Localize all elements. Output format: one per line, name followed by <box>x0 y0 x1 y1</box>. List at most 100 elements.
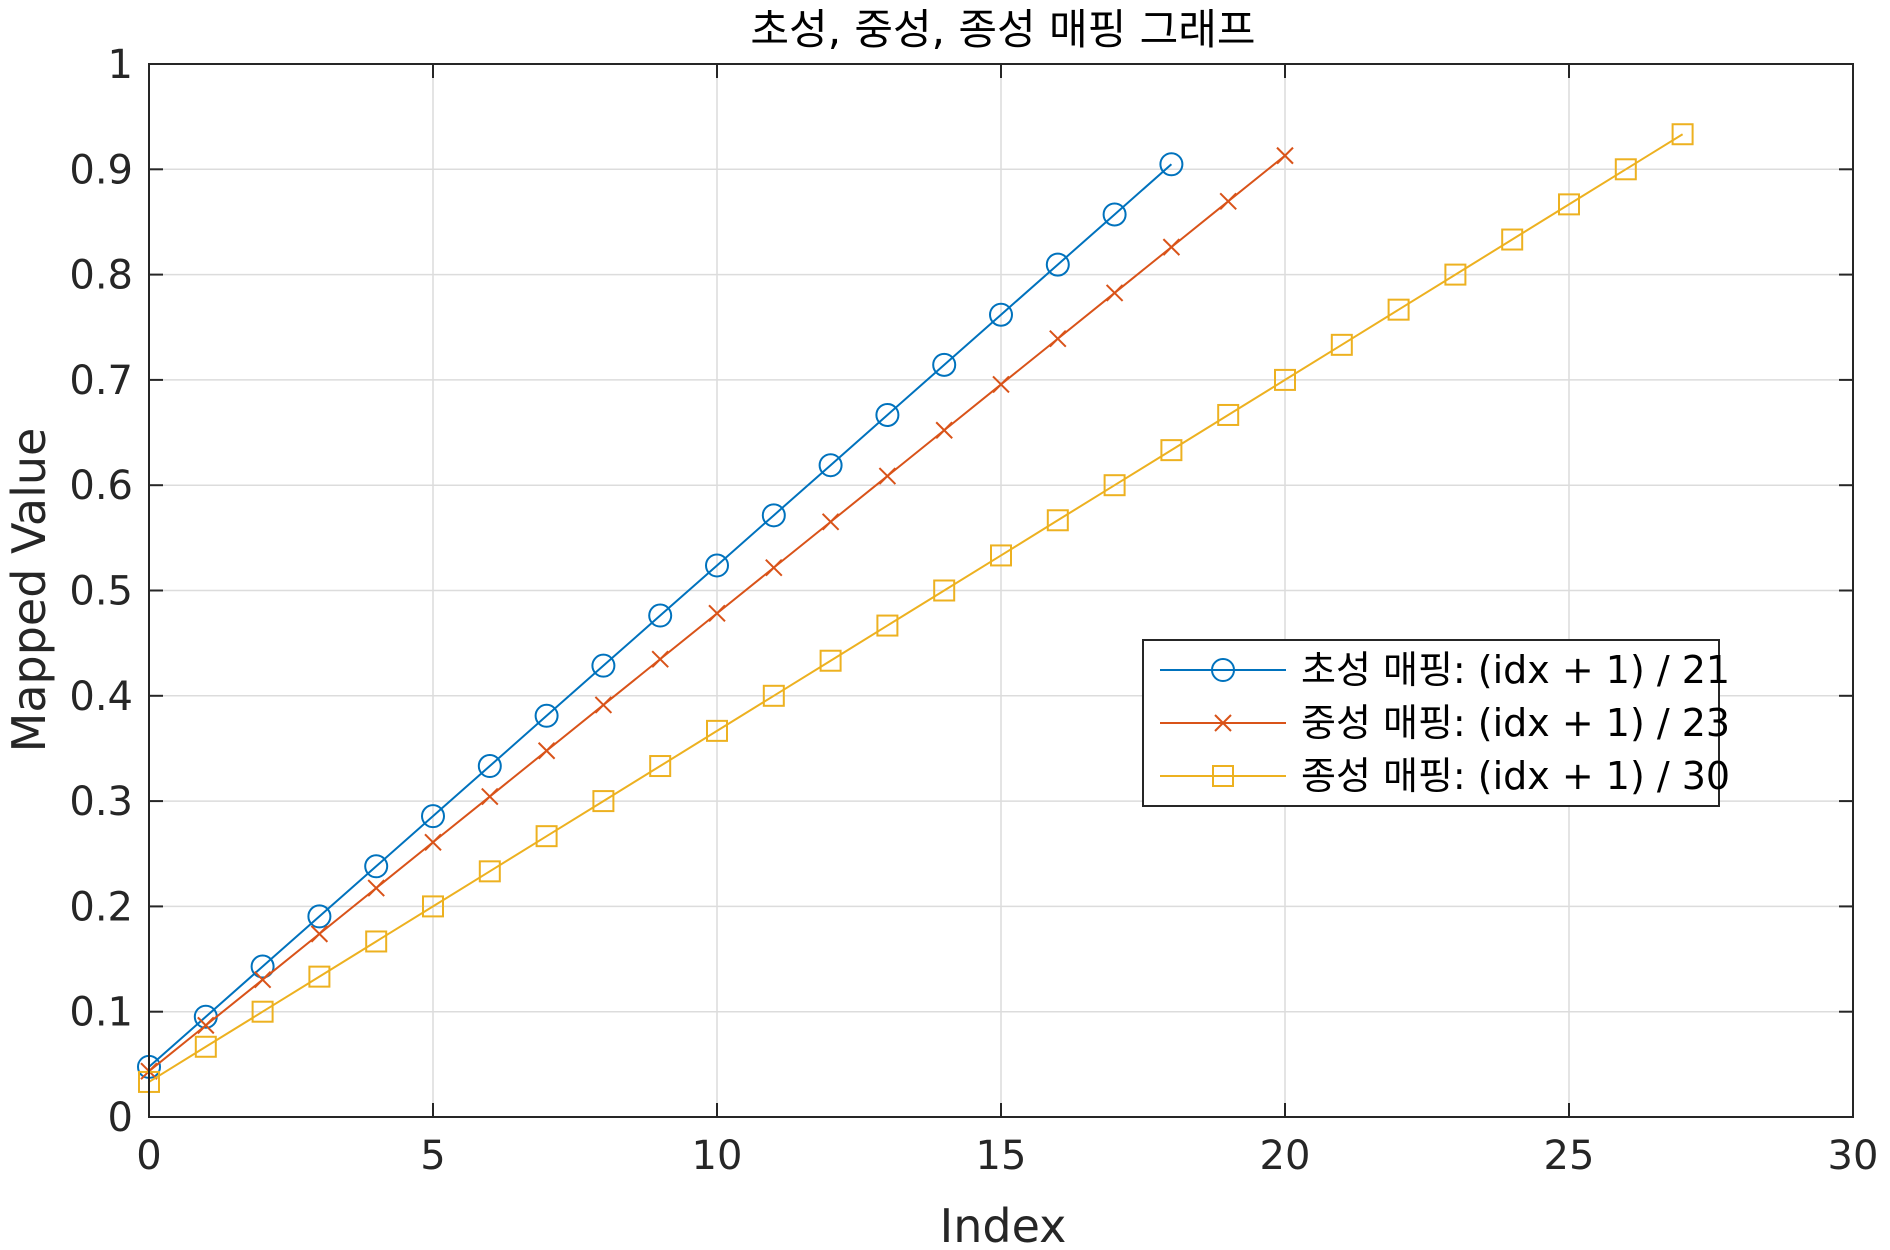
y-tick-label: 0.4 <box>69 674 133 720</box>
series-1-point <box>424 833 442 851</box>
series-0 <box>137 152 1184 1079</box>
series-2-point <box>535 825 558 848</box>
series-0-point <box>477 754 502 779</box>
series-0-point <box>932 352 957 377</box>
series-1-point <box>1105 284 1124 302</box>
x-tick-label: 5 <box>420 1133 445 1179</box>
series-1-point <box>594 696 613 714</box>
series-0-point <box>534 703 559 728</box>
series-1-point <box>481 787 499 806</box>
y-tick-label: 0.8 <box>69 253 133 299</box>
x-tick-label: 0 <box>136 1133 161 1179</box>
series-2-point <box>1501 228 1524 251</box>
y-tick-label: 0.7 <box>69 358 133 404</box>
series-0-point <box>648 603 673 628</box>
series-2-point <box>1160 439 1183 462</box>
series-1-point-stroke-b <box>310 925 329 943</box>
series-2-point <box>762 684 785 707</box>
series-1-point <box>878 467 897 485</box>
y-axis-title: Mapped Value <box>2 428 56 753</box>
series-1-point-stroke-b <box>992 375 1010 394</box>
series-2-point <box>649 755 672 778</box>
series-1-point <box>1049 330 1067 348</box>
series-1-point <box>1162 238 1181 256</box>
series-0-point <box>875 402 900 427</box>
legend-marker-2 <box>1212 765 1234 787</box>
series-layer <box>137 123 1694 1093</box>
series-1-point-stroke-b <box>1049 330 1067 348</box>
legend-entry-2: 종성 매핑: (idx + 1) / 30 <box>1301 754 1730 798</box>
series-2 <box>138 123 1694 1093</box>
series-1-point-stroke-b <box>651 650 669 668</box>
y-tick-label: 1 <box>108 42 133 88</box>
series-2-point <box>592 790 615 813</box>
series-0-point <box>1045 252 1070 277</box>
series-1-point-stroke-b <box>1219 192 1237 211</box>
series-2-point <box>1046 509 1069 532</box>
x-tick-label: 10 <box>692 1133 743 1179</box>
series-0-point <box>1102 202 1127 227</box>
series-2-point <box>1558 193 1580 216</box>
series-1-point <box>935 421 953 439</box>
series-0-point <box>1159 152 1184 177</box>
series-0-point <box>705 553 729 578</box>
y-tick-label: 0.9 <box>69 147 133 193</box>
series-1-point-stroke-b <box>708 604 726 623</box>
series-1-point <box>1276 146 1294 165</box>
axis-ticks: 0 5 10 15 20 25 30 0 0.1 0.2 0.3 0.4 0.5 0.6 0.7 0.8 0.9… <box>69 42 1878 1179</box>
series-2-point <box>422 895 444 918</box>
legend-entry-0: 초성 매핑: (idx + 1) / 21 <box>1301 648 1730 692</box>
series-0-point <box>250 954 275 979</box>
y-tick-label: 0.3 <box>69 779 133 825</box>
chart-title: 초성, 중성, 종성 매핑 그래프 <box>750 5 1255 54</box>
series-1-point-stroke-b <box>367 879 385 897</box>
y-tick-label: 0 <box>108 1095 133 1141</box>
series-1-point-stroke-b <box>821 513 840 531</box>
x-axis-title: Index <box>940 1199 1067 1250</box>
series-1-point <box>310 925 329 943</box>
legend-marker-1-stroke-b <box>1214 714 1232 732</box>
legend: 초성 매핑: (idx + 1) / 21 중성 매핑: (idx + 1) / … <box>1142 639 1730 807</box>
legend-marker-1 <box>1214 714 1232 732</box>
series-1-point <box>708 604 726 623</box>
series-2-point <box>706 719 728 742</box>
series-0-point <box>761 503 786 528</box>
x-tick-label: 15 <box>976 1133 1027 1179</box>
series-2-point <box>876 614 899 637</box>
series-2-point <box>308 965 331 988</box>
series-2-point <box>1217 403 1240 426</box>
series-2-point <box>1671 123 1694 146</box>
series-2-point <box>1614 158 1637 181</box>
series-2-point <box>1444 263 1467 286</box>
series-1-point <box>992 375 1010 394</box>
series-2-point <box>933 579 956 602</box>
series-1-point-stroke-b <box>537 742 556 760</box>
series-2-point <box>1387 298 1410 321</box>
y-tick-label: 0.5 <box>69 569 133 615</box>
series-0-line <box>148 163 1173 1068</box>
series-1-point-stroke-b <box>1276 146 1294 165</box>
series-1-point <box>537 742 556 760</box>
series-1-point-stroke-b <box>1105 284 1124 302</box>
series-1-point <box>367 879 385 897</box>
series-2-point <box>1103 474 1126 497</box>
legend-entry-1: 중성 매핑: (idx + 1) / 23 <box>1301 701 1730 745</box>
series-2-point <box>478 860 501 883</box>
series-1-point-stroke-b <box>1162 238 1181 256</box>
series-1-point-stroke-b <box>594 696 613 714</box>
series-2-point <box>251 1000 274 1023</box>
series-2-point <box>990 544 1012 567</box>
grid <box>148 63 1854 1118</box>
series-0-point <box>818 453 843 478</box>
series-1-point-stroke-b <box>424 833 442 851</box>
series-1-point-stroke-b <box>481 787 499 806</box>
series-2-point <box>1274 368 1296 391</box>
series-2-point <box>1330 333 1353 356</box>
y-tick-label: 0.1 <box>69 990 133 1036</box>
series-2-line <box>148 133 1684 1083</box>
series-1-point-stroke-b <box>935 421 953 439</box>
x-tick-label: 20 <box>1260 1133 1311 1179</box>
series-0-point <box>364 854 389 879</box>
series-1-point-stroke-b <box>253 970 272 989</box>
